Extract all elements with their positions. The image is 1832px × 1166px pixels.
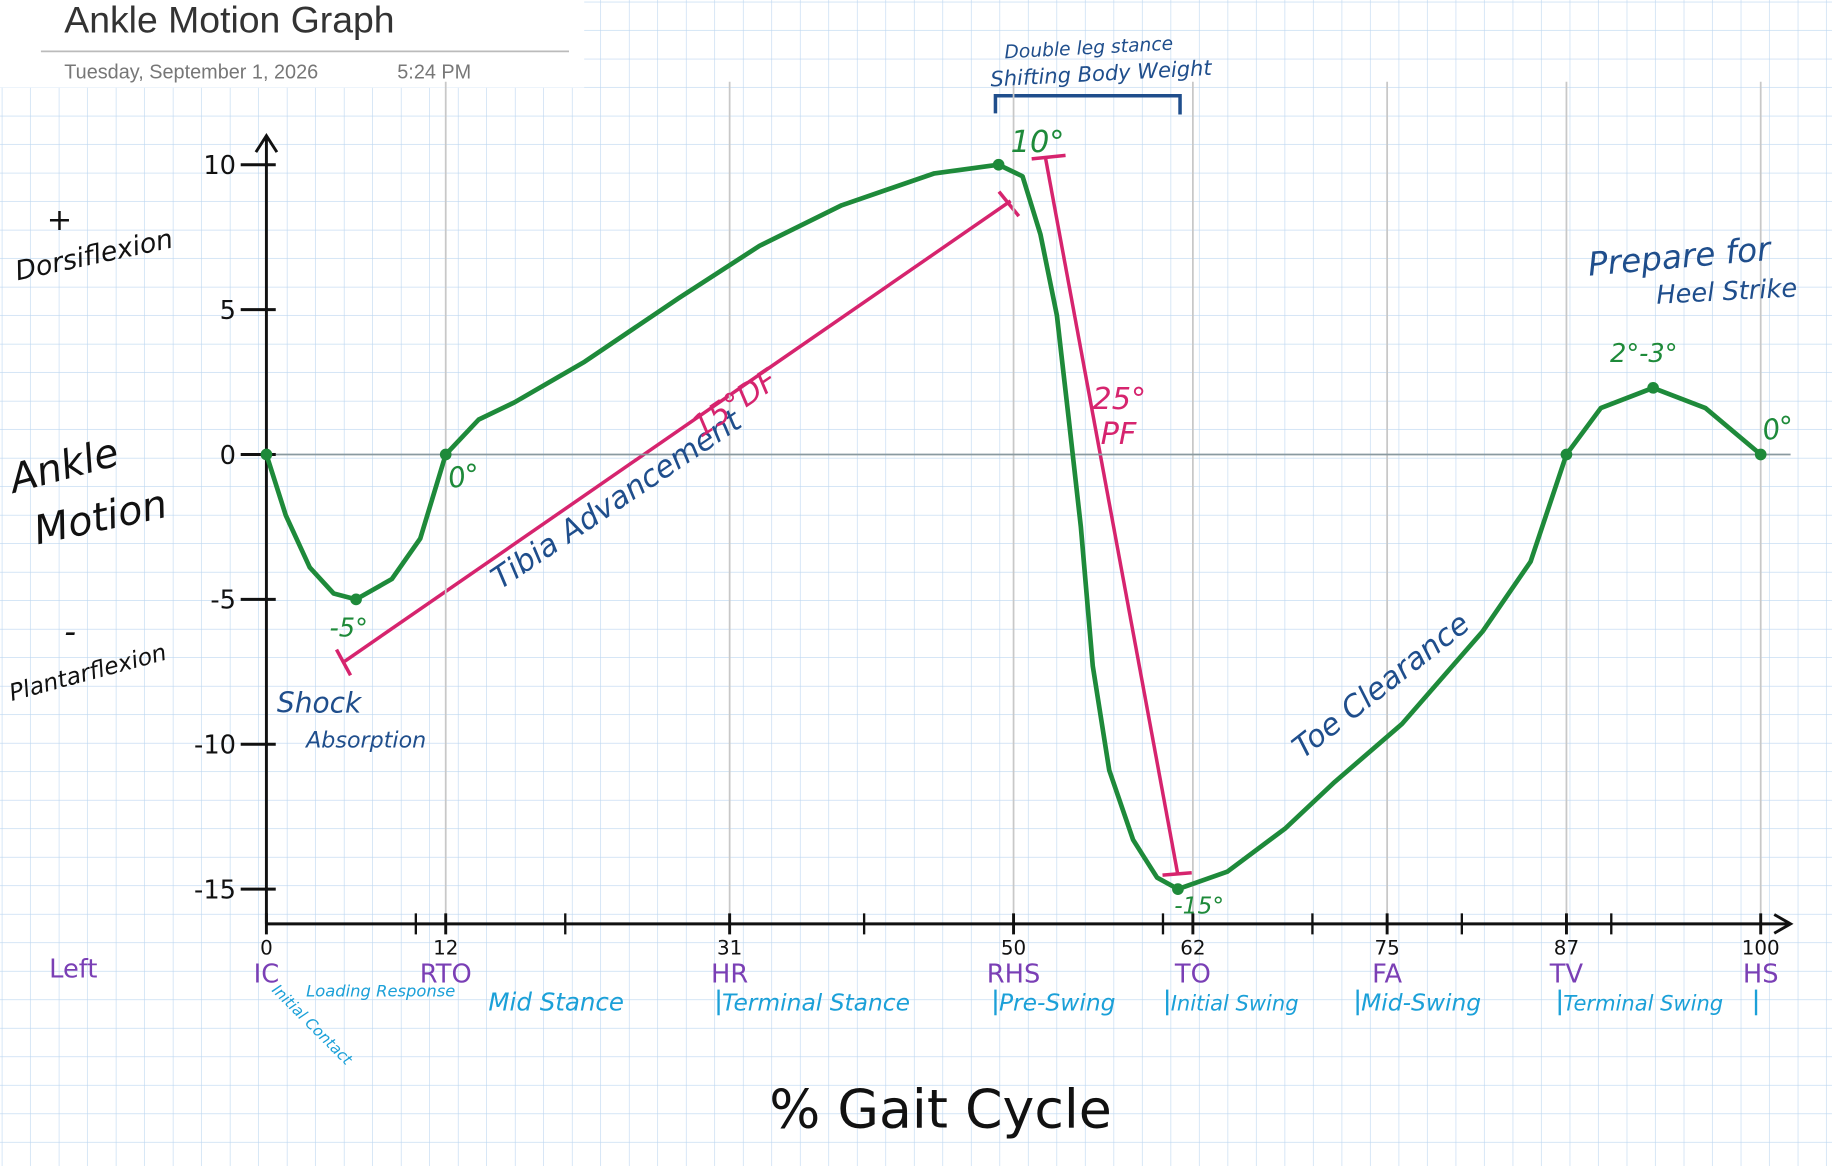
phase-code: TO [1174, 959, 1211, 989]
pf-measure-end [1162, 871, 1192, 877]
phase-name: Pre-Swing [999, 989, 1116, 1017]
key-point [439, 448, 452, 461]
y-tick-label: -10 [194, 731, 236, 761]
key-point [1172, 883, 1184, 895]
key-point [1647, 381, 1659, 394]
annotation: + [47, 203, 72, 238]
key-point [350, 593, 362, 606]
x-tick-label: 75 [1374, 936, 1399, 959]
y-tick-label: -15 [194, 875, 236, 905]
annotation: -15° [1174, 892, 1224, 920]
x-tick-label: 50 [1001, 936, 1026, 959]
y-tick-label: 0 [220, 441, 236, 471]
side-label: Left [49, 955, 97, 985]
phase-code: HS [1743, 959, 1779, 989]
x-tick-label: 62 [1180, 936, 1205, 959]
header-background [0, 0, 585, 88]
ankle-curve [264, 162, 1764, 892]
pf-measure-end [1031, 153, 1066, 161]
y-tick-label: 10 [203, 151, 236, 181]
phase-code: TV [1549, 959, 1584, 989]
phase-name: Mid-Swing [1361, 989, 1481, 1017]
annotation: Absorption [304, 728, 426, 754]
page-date: Tuesday, September 1, 2026 [64, 61, 318, 83]
phase-name: Terminal Swing [1563, 991, 1723, 1016]
x-tick-label: 0 [260, 936, 273, 959]
phase-code: IC [254, 959, 280, 989]
phase-code: RHS [987, 959, 1040, 989]
annotation: 2°-3° [1610, 339, 1678, 369]
x-axis-title: % Gait Cycle [769, 1077, 1112, 1140]
annotation: Heel Strike [1656, 273, 1798, 310]
df-measure-end [997, 190, 1021, 218]
phase-code: RTO [420, 959, 472, 989]
phase-name: Loading Response [306, 982, 455, 1001]
x-tick-label: 12 [433, 936, 458, 959]
df-measure [343, 199, 1012, 663]
annotation: 0° [445, 457, 482, 495]
key-point [992, 158, 1005, 171]
page-time: 5:24 PM [397, 61, 471, 83]
x-tick-label: 87 [1554, 936, 1579, 959]
annotation: 10° [1011, 125, 1065, 160]
x-tick-label: 100 [1742, 936, 1780, 959]
annotation: 25° [1092, 382, 1146, 417]
measure-lines [334, 153, 1192, 877]
phase-name: Terminal Stance [722, 989, 910, 1017]
annotation: PF [1101, 417, 1137, 452]
y-tick-label: 5 [220, 296, 236, 326]
y-tick-label: -5 [210, 586, 236, 616]
key-point [1754, 448, 1767, 461]
phase-name: Mid Stance [488, 988, 624, 1017]
df-measure-end [334, 648, 353, 677]
phase-name: Initial Swing [1171, 991, 1299, 1016]
x-tick-label: 31 [717, 936, 742, 959]
key-point [1560, 448, 1573, 461]
annotation: -5° [329, 614, 367, 644]
annotation: 0° [1760, 409, 1797, 447]
x-axis [266, 913, 1794, 935]
phase-code: FA [1372, 959, 1402, 989]
pf-measure [1043, 158, 1180, 875]
annotation: Shock [277, 687, 363, 720]
key-point [260, 448, 273, 461]
annotation: - [64, 613, 76, 651]
bracket [993, 94, 1182, 115]
phase-code: HR [711, 959, 748, 989]
y-axis [254, 133, 279, 924]
page-title: Ankle Motion Graph [64, 0, 394, 41]
